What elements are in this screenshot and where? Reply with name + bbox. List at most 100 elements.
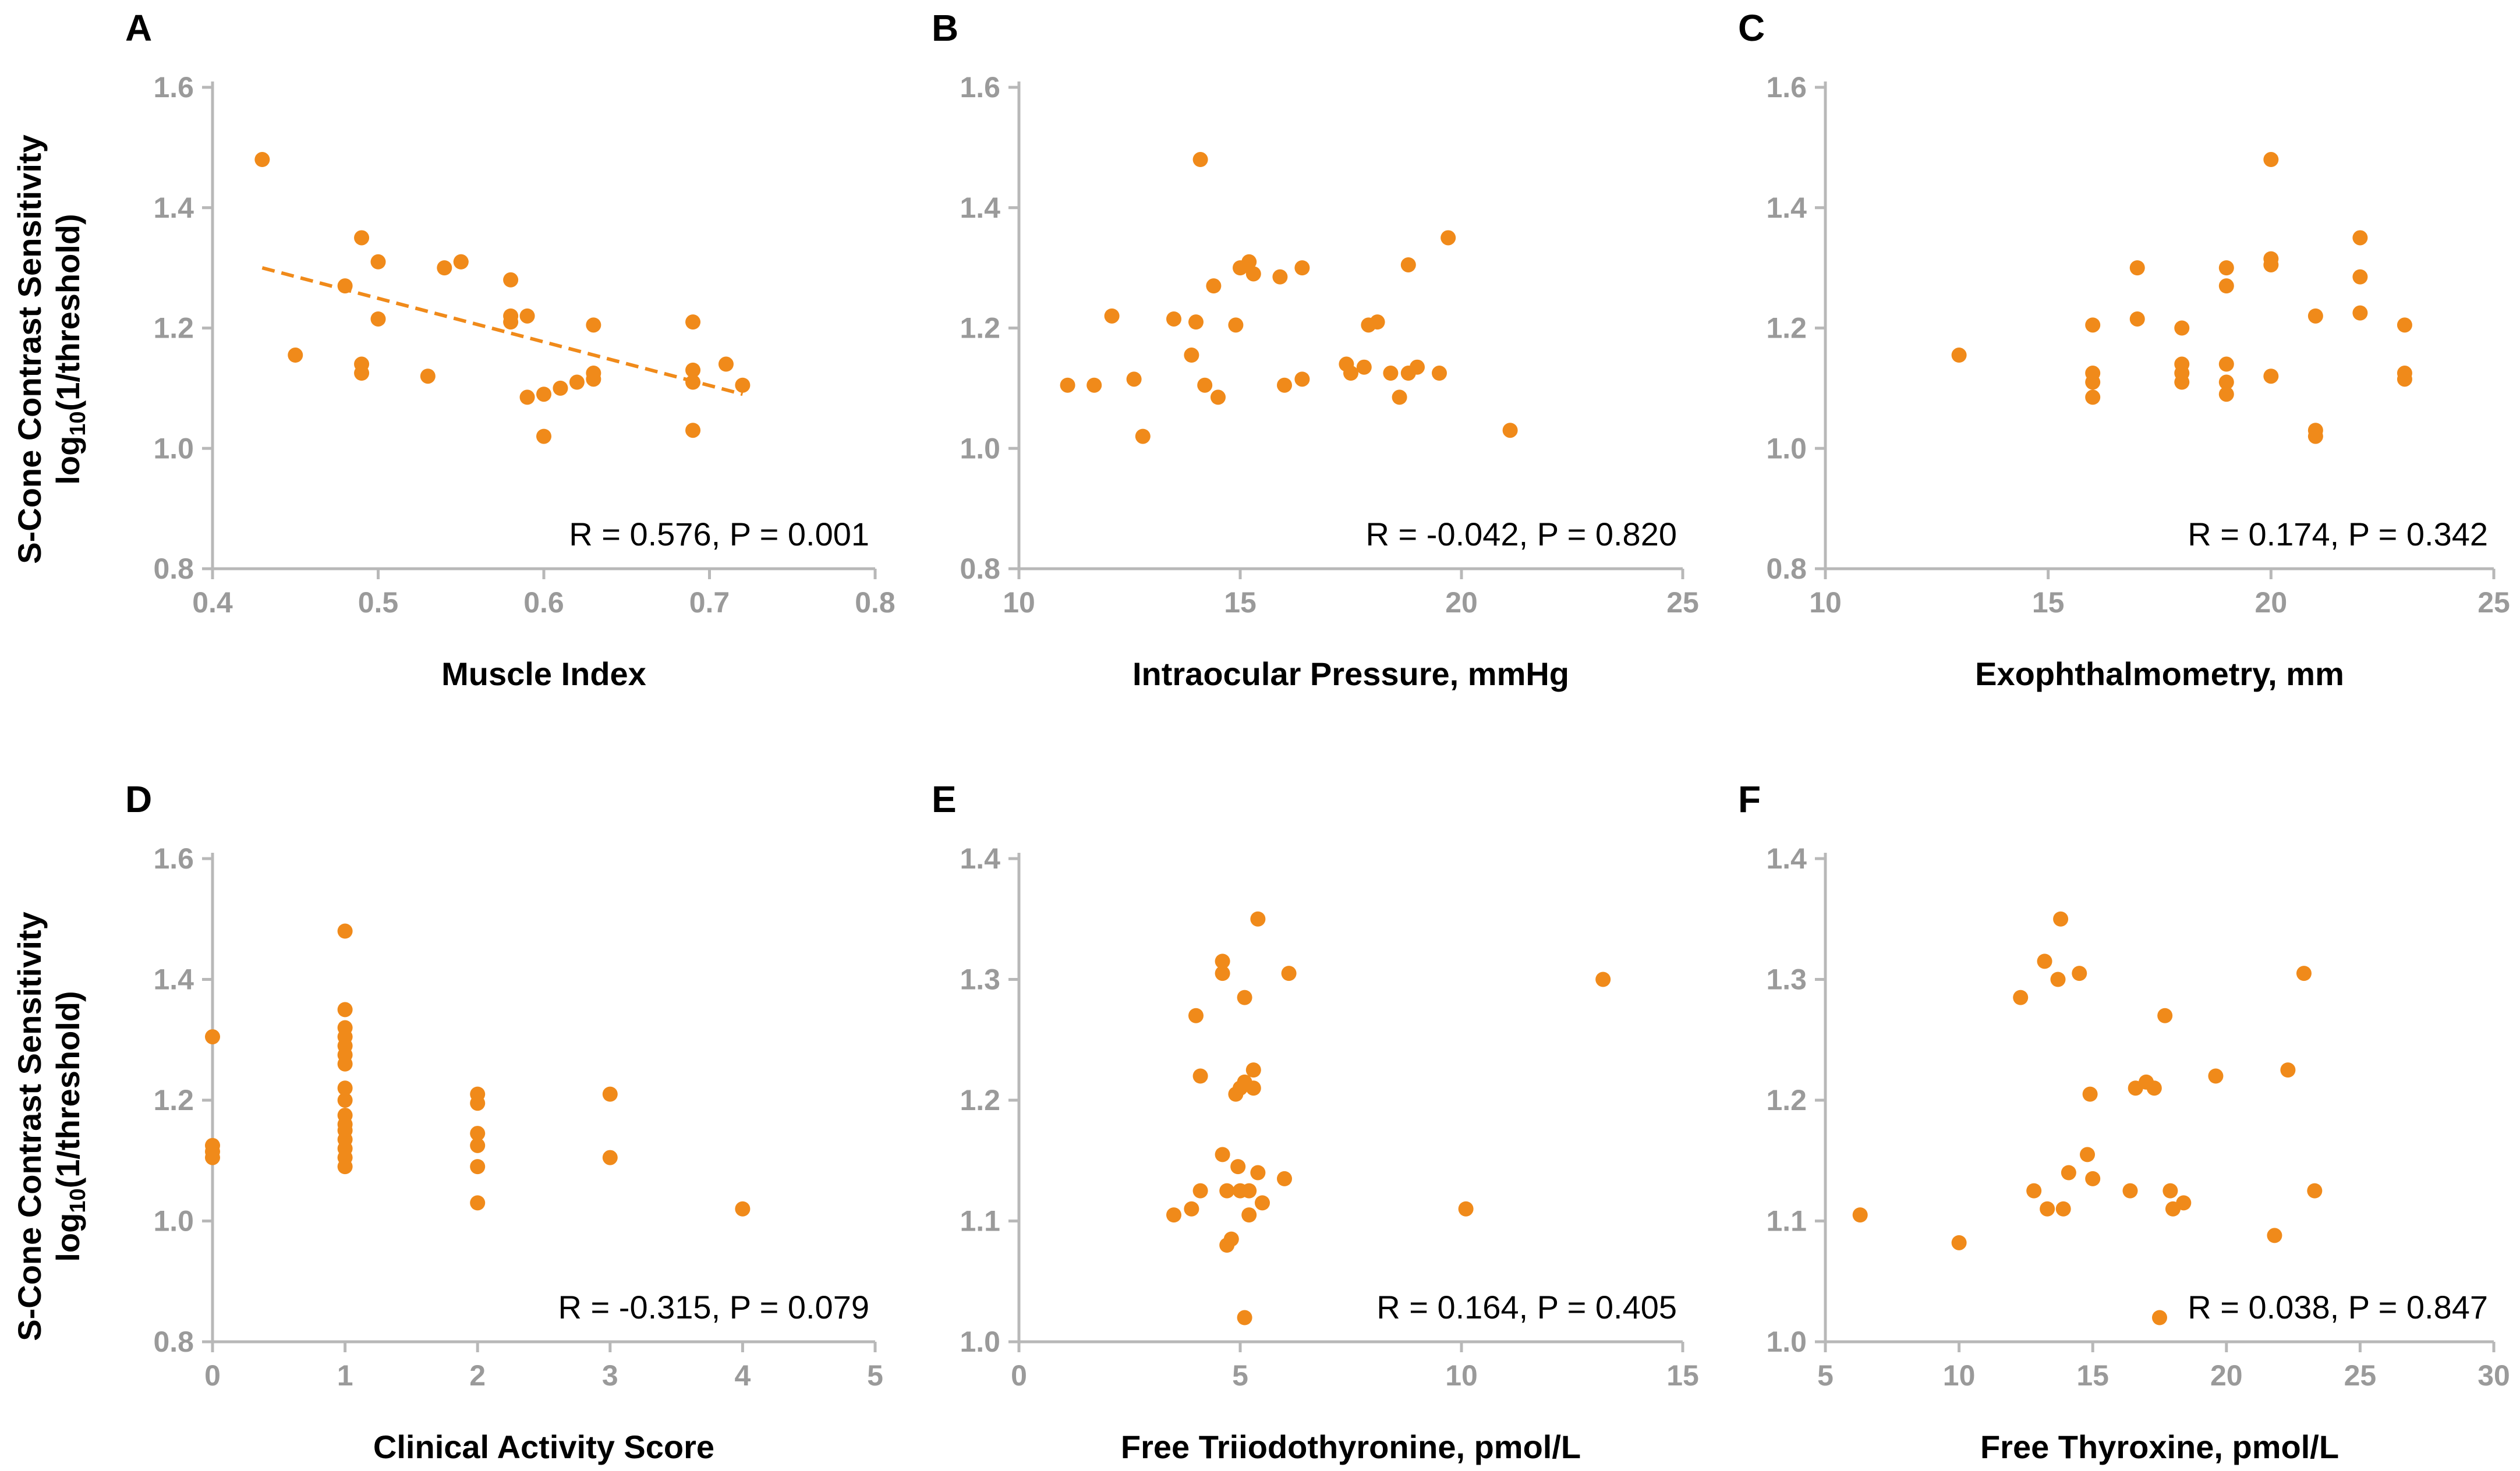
data-point [2218, 260, 2234, 276]
data-point [2026, 1183, 2042, 1199]
data-point [2129, 311, 2145, 327]
data-point [1219, 1183, 1235, 1199]
data-point [2174, 320, 2190, 336]
data-point [2263, 368, 2279, 384]
x-axis-title: Free Triiodothyronine, pmol/L [1121, 1429, 1581, 1465]
data-point [2061, 1165, 2076, 1181]
data-point [1272, 269, 1288, 285]
x-axis-title: Muscle Index [441, 655, 646, 692]
panel-letter: A [125, 7, 152, 49]
data-point [254, 152, 270, 168]
data-point [1215, 966, 1230, 981]
data-point [1458, 1201, 1474, 1217]
data-point [569, 374, 585, 390]
data-point [1245, 1080, 1261, 1096]
y-tick-label: 1.1 [1766, 1205, 1807, 1238]
data-point [354, 366, 370, 381]
data-point [1294, 260, 1310, 276]
data-point [337, 278, 353, 294]
panel-letter: F [1738, 778, 1761, 820]
data-point [1502, 423, 1518, 438]
x-tick-label: 15 [1666, 1359, 1699, 1392]
data-point [2162, 1183, 2178, 1199]
x-tick-label: 0.6 [523, 586, 564, 619]
data-point [2085, 374, 2101, 390]
data-point [586, 366, 601, 381]
data-point [1294, 371, 1310, 387]
ylabel-line1: S-Cone Contrast Sensitivity [11, 912, 48, 1341]
stats-annotation: R = -0.315, P = 0.079 [558, 1289, 869, 1325]
x-tick-label: 15 [2076, 1359, 2109, 1392]
data-point [453, 254, 469, 270]
x-tick-label: 10 [1809, 586, 1842, 619]
data-point [1215, 1147, 1230, 1162]
data-point [2208, 1068, 2224, 1084]
data-point [2037, 954, 2052, 969]
data-point [370, 311, 386, 327]
data-point [1215, 954, 1230, 969]
data-point [1241, 254, 1257, 270]
data-point [685, 374, 701, 390]
data-point [2280, 1062, 2296, 1078]
data-point [2082, 1086, 2098, 1102]
y-tick-label: 0.8 [153, 1325, 194, 1358]
panel-letter: B [932, 7, 958, 49]
data-point [2085, 317, 2101, 333]
data-point [1223, 1231, 1239, 1247]
data-point [1951, 348, 1967, 363]
data-point [1245, 1062, 1261, 1078]
panel-letter: D [125, 778, 152, 820]
data-point [1135, 428, 1151, 444]
data-point [2397, 317, 2412, 333]
y-tick-label: 1.0 [960, 1325, 1000, 1358]
panel-a: A 0.8 1.0 1.2 1.4 1.6 0.4 0.5 0.6 0.7 0.8 Muscle In… [125, 7, 896, 692]
data-point [519, 308, 535, 324]
data-point [470, 1096, 486, 1111]
data-point [1086, 377, 1102, 393]
y-tick-label: 1.0 [153, 1205, 194, 1238]
y-tick-label: 1.6 [1766, 71, 1807, 104]
data-point [1237, 1310, 1252, 1325]
data-point [2085, 389, 2101, 405]
data-point [2218, 278, 2234, 294]
y-tick-label: 1.2 [1766, 1084, 1807, 1116]
y-tick-label: 1.0 [153, 432, 194, 465]
data-point [470, 1126, 486, 1142]
stats-annotation: R = 0.576, P = 0.001 [569, 516, 869, 552]
data-point [337, 1116, 353, 1132]
data-point [2352, 230, 2368, 246]
x-axis-title: Clinical Activity Score [373, 1429, 714, 1465]
data-point [2080, 1147, 2096, 1162]
data-point [2055, 1201, 2071, 1217]
y-tick-label: 1.4 [153, 192, 194, 224]
data-point [1126, 371, 1142, 387]
data-point [735, 377, 751, 393]
x-tick-label: 15 [2032, 586, 2065, 619]
x-tick-label: 1 [337, 1359, 353, 1392]
data-point [1241, 1183, 1257, 1199]
data-point [470, 1195, 486, 1211]
data-point [1184, 348, 1199, 363]
x-tick-label: 0.7 [689, 586, 730, 619]
x-tick-label: 0 [1011, 1359, 1027, 1392]
data-point [503, 314, 519, 330]
data-point [1230, 1159, 1246, 1175]
data-point [1383, 366, 1399, 381]
ylabel-line2: log10(1/threshold) [49, 991, 90, 1261]
x-tick-label: 25 [2477, 586, 2510, 619]
data-point [2307, 428, 2323, 444]
y-tick-label: 0.8 [960, 552, 1000, 585]
data-point [1277, 1171, 1292, 1186]
data-point [1192, 1183, 1208, 1199]
data-point [2129, 260, 2145, 276]
data-point [685, 423, 701, 438]
x-tick-label: 0.5 [358, 586, 399, 619]
data-point [503, 272, 519, 288]
y-tick-label: 1.0 [1766, 432, 1807, 465]
data-point [337, 1056, 353, 1072]
data-point [1595, 972, 1611, 987]
data-point [519, 389, 535, 405]
y-tick-label: 1.6 [153, 71, 194, 104]
y-tick-label: 1.6 [960, 71, 1000, 104]
data-point [1060, 377, 1075, 393]
